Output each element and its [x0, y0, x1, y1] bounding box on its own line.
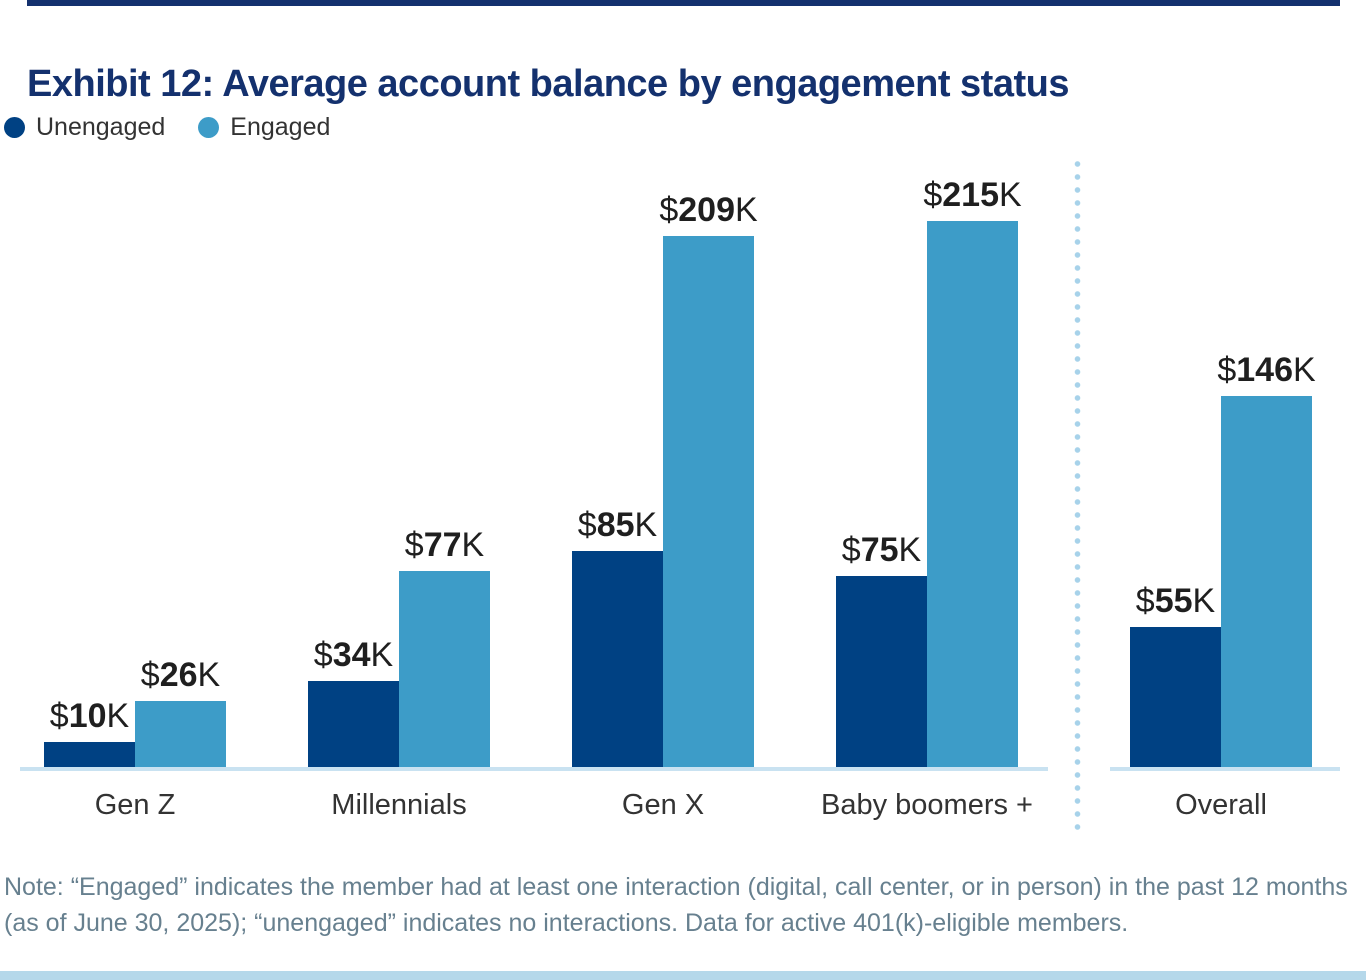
legend-item-engaged: Engaged — [198, 113, 330, 142]
category-label-gen-z: Gen Z — [94, 789, 176, 821]
legend-label-unengaged: Unengaged — [36, 113, 166, 141]
bar-millennials-unengaged — [308, 681, 399, 767]
legend-item-unengaged: Unengaged — [4, 113, 165, 142]
bottom-accent-bar — [0, 971, 1366, 980]
value-label-gen-x-engaged: $209K — [659, 191, 758, 230]
unengaged-swatch-icon — [4, 117, 25, 138]
value-label-baby-boomers-engaged: $215K — [923, 176, 1022, 215]
engaged-swatch-icon — [198, 117, 220, 138]
bar-gen-z-unengaged — [44, 742, 135, 767]
footnote-line-1: Note: “Engaged” indicates the member had… — [4, 873, 1348, 901]
x-axis-line-main — [20, 767, 1048, 771]
overall-separator-dotted-line — [1074, 160, 1081, 830]
value-label-overall-unengaged: $55K — [1135, 582, 1216, 621]
bar-overall-unengaged — [1130, 627, 1221, 767]
legend-label-engaged: Engaged — [230, 113, 331, 141]
value-label-gen-z-engaged: $26K — [140, 656, 221, 695]
value-label-millennials-unengaged: $34K — [313, 636, 394, 675]
x-axis-line-overall — [1110, 767, 1340, 771]
value-label-millennials-engaged: $77K — [404, 526, 485, 565]
category-label-gen-x: Gen X — [621, 789, 705, 821]
value-label-baby-boomers-unengaged: $75K — [841, 531, 922, 570]
top-accent-bar — [27, 0, 1340, 6]
page-title: Exhibit 12: Average account balance by e… — [27, 63, 1069, 106]
bar-baby-boomers-engaged — [927, 221, 1018, 767]
bar-gen-x-unengaged — [572, 551, 663, 767]
footnote-line-2: (as of June 30, 2025); “unengaged” indic… — [4, 909, 1129, 937]
bar-gen-z-engaged — [135, 701, 226, 767]
bar-baby-boomers-unengaged — [836, 576, 927, 767]
bar-gen-x-engaged — [663, 236, 754, 767]
category-label-millennials: Millennials — [331, 789, 467, 821]
chart-legend: Unengaged Engaged — [4, 113, 363, 142]
value-label-gen-x-unengaged: $85K — [577, 506, 658, 545]
category-label-overall: Overall — [1175, 789, 1267, 821]
bar-overall-engaged — [1221, 396, 1312, 767]
bar-millennials-engaged — [399, 571, 490, 767]
value-label-gen-z-unengaged: $10K — [49, 697, 130, 736]
category-label-baby-boomers: Baby boomers + — [821, 789, 1033, 821]
footnote: Note: “Engaged” indicates the member had… — [4, 869, 1364, 941]
value-label-overall-engaged: $146K — [1217, 351, 1316, 390]
